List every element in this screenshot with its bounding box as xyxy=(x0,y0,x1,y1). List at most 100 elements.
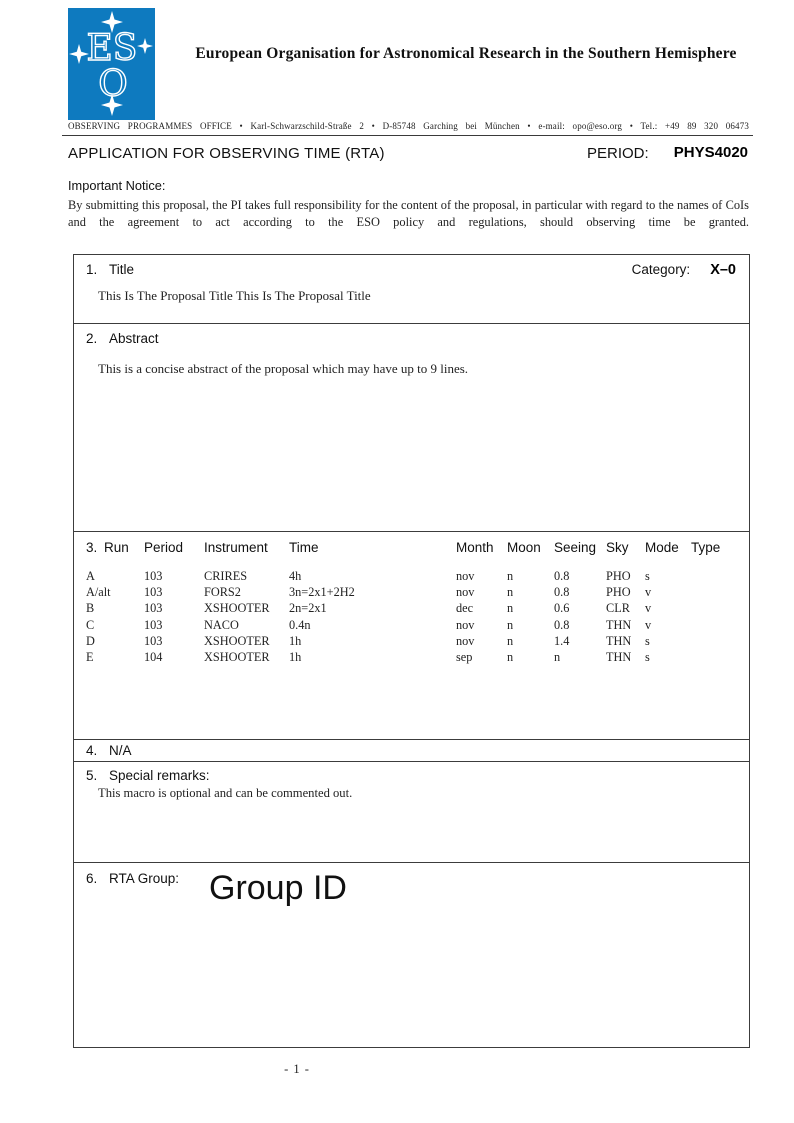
run-moon: n xyxy=(507,585,514,600)
column-header-sky: Sky xyxy=(606,540,629,555)
logo-letters-es: ES xyxy=(87,28,138,69)
run-sky: PHO xyxy=(606,585,631,600)
star-icon xyxy=(137,38,153,54)
run-type xyxy=(691,649,749,665)
run-moon: n xyxy=(507,650,514,665)
run-period: 103 xyxy=(144,569,163,583)
run-type xyxy=(691,633,749,649)
star-icon xyxy=(101,94,123,116)
run-sky: CLR xyxy=(606,601,630,616)
run-month: sep xyxy=(456,650,473,665)
run-moon: n xyxy=(507,601,514,616)
run-time: 1h xyxy=(289,633,302,648)
run-time: 4h xyxy=(289,569,302,583)
proposal-form-box: 1. Title Category: X–0 This Is The Propo… xyxy=(73,254,750,1048)
application-title: APPLICATION FOR OBSERVING TIME (RTA) xyxy=(68,145,385,162)
run-sky: THN xyxy=(606,633,632,648)
section-na-header: 4. N/A xyxy=(74,740,749,758)
page-number: - 1 - xyxy=(284,1062,310,1076)
organisation-title: European Organisation for Astronomical R… xyxy=(195,45,737,62)
run-mode: s xyxy=(645,650,650,665)
run-mode: s xyxy=(645,569,650,583)
run-month: nov xyxy=(456,585,475,600)
section-label: RTA Group: xyxy=(109,871,180,886)
run-month: nov xyxy=(456,569,475,583)
run-instrument: NACO xyxy=(204,617,239,632)
column-header-period: Period xyxy=(144,540,184,555)
proposal-title-text: This Is The Proposal Title This Is The P… xyxy=(98,288,371,303)
section-number: 2. xyxy=(86,331,98,346)
run-period: 103 xyxy=(144,617,163,632)
section-number: 6. xyxy=(86,871,98,886)
section-number: 1. xyxy=(86,262,98,277)
run-instrument: CRIRES xyxy=(204,569,248,583)
section-number: 5. xyxy=(86,768,98,783)
run-seeing: 0.8 xyxy=(554,585,570,600)
runs-table-header: 3. Run Period Instrument Time Month Moon… xyxy=(74,532,749,555)
run-time: 3n=2x1+2H2 xyxy=(289,585,355,600)
important-notice-heading: Important Notice: xyxy=(68,178,166,193)
section-na: 4. N/A xyxy=(74,739,749,761)
section-label: N/A xyxy=(109,743,132,758)
section-label: Title xyxy=(109,262,135,277)
run-seeing: 0.6 xyxy=(554,601,570,616)
run-moon: n xyxy=(507,633,514,648)
section-abstract: 2. Abstract This is a concise abstract o… xyxy=(74,323,749,531)
run-moon: n xyxy=(507,617,514,632)
run-id: E xyxy=(86,650,94,665)
run-mode: s xyxy=(645,633,650,648)
eso-logo: ES O xyxy=(68,8,155,120)
run-type xyxy=(691,568,749,584)
important-notice-body: By submitting this proposal, the PI take… xyxy=(68,198,749,229)
run-instrument: XSHOOTER xyxy=(204,650,270,665)
run-id: C xyxy=(86,617,95,632)
run-sky: THN xyxy=(606,650,632,665)
runs-table-body: A 103 CRIRES 4h nov n 0.8 PHO s A/alt 10… xyxy=(74,568,749,665)
run-seeing: n xyxy=(554,650,561,665)
rta-group-id: Group ID xyxy=(209,869,347,907)
star-icon xyxy=(69,44,89,64)
run-instrument: XSHOOTER xyxy=(204,601,270,616)
run-time: 2n=2x1 xyxy=(289,601,327,616)
table-row: D 103 XSHOOTER 1h nov n 1.4 THN s xyxy=(74,633,749,649)
office-address-line: OBSERVING PROGRAMMES OFFICE • Karl-Schwa… xyxy=(68,121,749,131)
category-value: X–0 xyxy=(710,262,736,278)
section-title: 1. Title Category: X–0 This Is The Propo… xyxy=(74,255,749,323)
run-id: A xyxy=(86,569,95,583)
run-id: B xyxy=(86,601,95,616)
run-instrument: FORS2 xyxy=(204,585,241,600)
category-label: Category: xyxy=(631,262,691,277)
run-moon: n xyxy=(507,569,514,583)
run-month: nov xyxy=(456,633,475,648)
run-period: 103 xyxy=(144,601,163,616)
column-header-month: Month xyxy=(456,540,494,555)
table-row: A 103 CRIRES 4h nov n 0.8 PHO s xyxy=(74,568,749,584)
header-rule xyxy=(62,135,753,136)
section-runs: 3. Run Period Instrument Time Month Moon… xyxy=(74,531,749,739)
run-month: dec xyxy=(456,601,474,616)
column-header-instrument: Instrument xyxy=(204,540,268,555)
column-header-seeing: Seeing xyxy=(554,540,597,555)
section-rta-group: 6. RTA Group: Group ID xyxy=(74,862,749,1047)
section-title-header: 1. Title Category: X–0 xyxy=(74,255,749,278)
section-label: Special remarks: xyxy=(109,768,210,783)
run-sky: PHO xyxy=(606,569,631,583)
category-group: Category: X–0 xyxy=(632,262,739,278)
run-seeing: 0.8 xyxy=(554,617,570,632)
run-seeing: 1.4 xyxy=(554,633,570,648)
run-sky: THN xyxy=(606,617,632,632)
section-label: Abstract xyxy=(109,331,159,346)
run-mode: v xyxy=(645,617,652,632)
eso-logo-graphic: ES O xyxy=(68,8,155,120)
column-header-label: Run xyxy=(104,540,129,555)
period-value: PHYS4020 xyxy=(673,144,748,161)
table-row: A/alt 103 FORS2 3n=2x1+2H2 nov n 0.8 PHO… xyxy=(74,584,749,600)
run-period: 103 xyxy=(144,633,163,648)
run-time: 1h xyxy=(289,650,302,665)
run-type xyxy=(691,617,749,633)
column-header-moon: Moon xyxy=(507,540,541,555)
logo-letter-o: O xyxy=(98,64,128,105)
column-header-time: Time xyxy=(289,540,319,555)
run-instrument: XSHOOTER xyxy=(204,633,270,648)
section-remarks-header: 5. Special remarks: xyxy=(74,762,749,783)
